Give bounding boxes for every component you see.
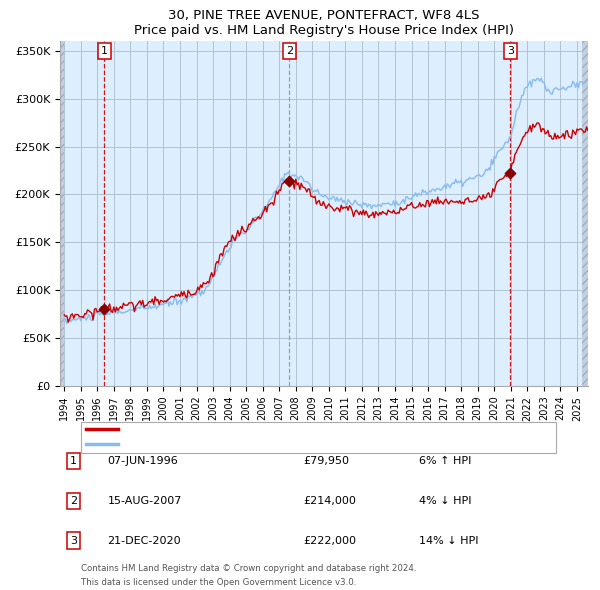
Text: 21-DEC-2020: 21-DEC-2020 bbox=[107, 536, 181, 546]
Text: 6% ↑ HPI: 6% ↑ HPI bbox=[419, 456, 472, 466]
Text: 30, PINE TREE AVENUE, PONTEFRACT, WF8 4LS (detached house): 30, PINE TREE AVENUE, PONTEFRACT, WF8 4L… bbox=[126, 424, 466, 434]
Text: £222,000: £222,000 bbox=[303, 536, 356, 546]
Point bbox=[284, 176, 294, 186]
Bar bbox=[60, 41, 64, 386]
Bar bbox=[583, 41, 588, 386]
Text: 1: 1 bbox=[101, 46, 108, 56]
Point bbox=[100, 304, 109, 314]
Text: 2: 2 bbox=[286, 46, 293, 56]
Text: Contains HM Land Registry data © Crown copyright and database right 2024.: Contains HM Land Registry data © Crown c… bbox=[81, 564, 416, 573]
Text: 3: 3 bbox=[507, 46, 514, 56]
Title: 30, PINE TREE AVENUE, PONTEFRACT, WF8 4LS
Price paid vs. HM Land Registry's Hous: 30, PINE TREE AVENUE, PONTEFRACT, WF8 4L… bbox=[134, 9, 514, 37]
Text: 4% ↓ HPI: 4% ↓ HPI bbox=[419, 496, 472, 506]
Text: 1: 1 bbox=[70, 456, 77, 466]
Text: £214,000: £214,000 bbox=[303, 496, 356, 506]
Text: 15-AUG-2007: 15-AUG-2007 bbox=[107, 496, 182, 506]
Text: 3: 3 bbox=[70, 536, 77, 546]
Text: 2: 2 bbox=[70, 496, 77, 506]
FancyBboxPatch shape bbox=[81, 422, 556, 453]
Text: HPI: Average price, detached house, Wakefield: HPI: Average price, detached house, Wake… bbox=[126, 440, 370, 450]
Text: This data is licensed under the Open Government Licence v3.0.: This data is licensed under the Open Gov… bbox=[81, 578, 356, 586]
Point bbox=[506, 169, 515, 178]
Text: £79,950: £79,950 bbox=[303, 456, 349, 466]
Text: 14% ↓ HPI: 14% ↓ HPI bbox=[419, 536, 479, 546]
Text: 07-JUN-1996: 07-JUN-1996 bbox=[107, 456, 178, 466]
